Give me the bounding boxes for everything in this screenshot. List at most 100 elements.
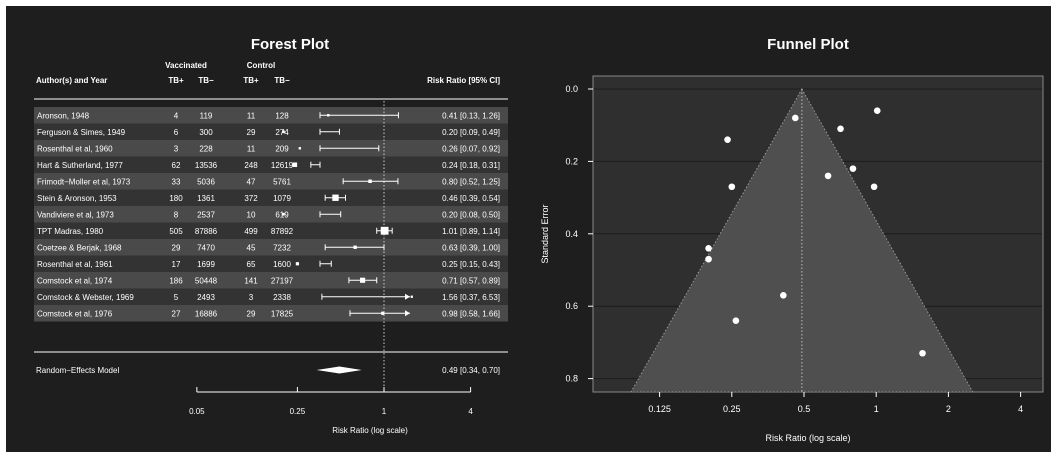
figure-svg: Forest Plot Vaccinated Control Author(s)… — [6, 6, 1051, 452]
vacc-tb-pos: 27 — [172, 309, 181, 318]
forest-row-bg — [34, 272, 508, 289]
vacc-tb-neg: 1361 — [197, 194, 215, 203]
ctrl-tb-neg: 1079 — [273, 194, 291, 203]
vacc-tb-neg: 50448 — [195, 276, 218, 285]
funnel-point — [837, 125, 844, 133]
vacc-tb-neg: 228 — [199, 144, 213, 153]
point-estimate — [381, 311, 385, 315]
funnel-y-tick-label: 0.0 — [565, 84, 578, 94]
forest-row-bg — [34, 288, 508, 305]
study-name: Rosenthal et al, 1960 — [37, 144, 113, 153]
study-name: Comstock et al, 1976 — [37, 309, 113, 318]
forest-x-axis: 0.05 0.25 1 4 — [189, 387, 473, 416]
vacc-tbpos-header: TB+ — [168, 76, 184, 85]
ctrl-tbpos-header: TB+ — [243, 76, 259, 85]
forest-row-bg — [34, 173, 508, 190]
forest-row-bg — [34, 206, 508, 223]
risk-ratio-ci: 1.01 [0.89, 1.14] — [442, 227, 500, 236]
funnel-x-tick-label: 0.5 — [798, 404, 811, 414]
forest-plot: Forest Plot Vaccinated Control Author(s)… — [34, 36, 508, 435]
ctrl-tb-pos: 3 — [249, 293, 254, 302]
vacc-tb-pos: 33 — [172, 177, 181, 186]
forest-x-label: Risk Ratio (log scale) — [332, 426, 408, 435]
ci-arrow — [405, 293, 410, 300]
ctrl-tb-neg: 1600 — [273, 260, 291, 269]
point-estimate — [292, 162, 298, 168]
study-name: Hart & Sutherland, 1977 — [37, 161, 123, 170]
risk-ratio-ci: 0.80 [0.52, 1.25] — [442, 177, 500, 186]
ctrl-tb-pos: 45 — [247, 243, 256, 252]
vacc-tb-pos: 5 — [174, 293, 179, 302]
forest-row-bg — [34, 239, 508, 256]
vacc-tb-neg: 2493 — [197, 293, 215, 302]
funnel-point — [792, 114, 799, 122]
funnel-point — [732, 317, 740, 324]
funnel-point — [724, 136, 731, 143]
ctrl-tb-pos: 499 — [244, 227, 258, 236]
study-name: Frimodt−Moller et al, 1973 — [37, 177, 131, 186]
vacc-tb-neg: 87886 — [195, 227, 218, 236]
vacc-tb-pos: 6 — [174, 128, 179, 137]
point-estimate — [353, 245, 357, 249]
ctrl-tb-pos: 29 — [247, 128, 256, 137]
study-name: Coetzee & Berjak, 1968 — [37, 243, 122, 252]
funnel-x-tick-label: 0.125 — [648, 404, 671, 414]
vacc-tb-neg: 7470 — [197, 243, 215, 252]
control-header: Control — [247, 61, 275, 70]
ctrl-tb-pos: 372 — [244, 194, 258, 203]
funnel-y-tick-label: 0.6 — [565, 301, 578, 311]
ctrl-tb-neg: 5761 — [273, 177, 291, 186]
forest-row-bg — [34, 107, 508, 124]
vacc-tb-neg: 2537 — [197, 210, 215, 219]
risk-ratio-ci: 0.71 [0.57, 0.89] — [442, 276, 500, 285]
vacc-tb-neg: 119 — [200, 111, 213, 120]
point-estimate — [380, 226, 389, 235]
rr-header: Risk Ratio [95% CI] — [427, 76, 500, 85]
point-estimate — [298, 147, 302, 150]
vacc-tb-pos: 180 — [169, 194, 183, 203]
risk-ratio-ci: 0.46 [0.39, 0.54] — [442, 194, 500, 203]
ctrl-tb-neg: 209 — [275, 144, 289, 153]
vacc-tb-neg: 300 — [199, 128, 213, 137]
summary-ci-label: 0.49 [0.34, 0.70] — [442, 366, 500, 375]
figure-canvas: Forest Plot Vaccinated Control Author(s)… — [6, 6, 1051, 452]
funnel-x-tick-label: 1 — [874, 404, 879, 414]
risk-ratio-ci: 0.20 [0.08, 0.50] — [442, 210, 500, 219]
funnel-title: Funnel Plot — [767, 36, 849, 53]
ctrl-tb-pos: 10 — [247, 210, 256, 219]
ctrl-tb-pos: 141 — [244, 276, 258, 285]
risk-ratio-ci: 1.56 [0.37, 6.53] — [442, 293, 500, 302]
funnel-point — [873, 107, 881, 115]
ctrl-tbneg-header: TB− — [274, 76, 290, 85]
forest-title: Forest Plot — [251, 36, 329, 53]
ci-arrow — [405, 310, 410, 317]
summary-label: Random−Effects Model — [36, 366, 119, 375]
ctrl-tb-neg: 128 — [275, 111, 289, 120]
ctrl-tb-neg: 17825 — [271, 309, 294, 318]
forest-row-bg — [34, 222, 508, 239]
forest-row-bg — [34, 123, 508, 140]
ctrl-tb-neg: 7232 — [273, 243, 291, 252]
funnel-x-label: Risk Ratio (log scale) — [765, 433, 850, 443]
ctrl-tb-neg: 2338 — [273, 293, 291, 302]
funnel-x-tick-label: 2 — [946, 404, 951, 414]
risk-ratio-ci: 0.98 [0.58, 1.66] — [442, 309, 500, 318]
forest-row-bg — [34, 255, 508, 272]
vacc-tb-pos: 17 — [172, 260, 181, 269]
funnel-point — [780, 292, 787, 299]
forest-row-bg — [34, 156, 508, 173]
summary-diamond — [316, 366, 362, 374]
point-estimate — [327, 114, 330, 117]
funnel-x-tick-label: 4 — [1018, 404, 1023, 414]
study-name: Ferguson & Simes, 1949 — [37, 128, 126, 137]
ctrl-tb-neg: 87892 — [271, 227, 294, 236]
risk-ratio-ci: 0.24 [0.18, 0.31] — [442, 161, 500, 170]
funnel-y-tick-label: 0.8 — [565, 374, 578, 384]
forest-row-bg — [34, 140, 508, 157]
ctrl-tb-pos: 11 — [247, 111, 256, 120]
forest-rows: Aronson, 1948 4 119 11 128 0.41 [0.13, 1.26] F… — [34, 107, 508, 322]
ctrl-tb-pos: 29 — [247, 309, 256, 318]
funnel-point — [705, 255, 712, 263]
funnel-y-label: Standard Error — [540, 204, 550, 263]
forest-tick-label: 4 — [468, 407, 473, 416]
